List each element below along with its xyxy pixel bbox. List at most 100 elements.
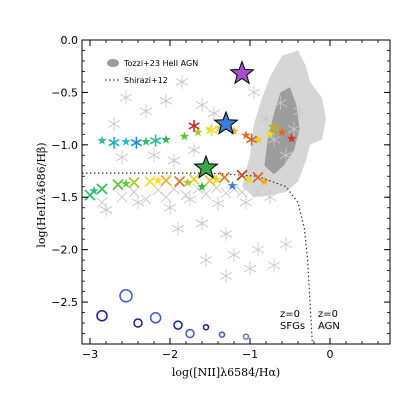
bg-gray-x <box>116 191 128 203</box>
bg-gray-x <box>140 194 152 205</box>
bg-gray-asterisk-stroke <box>147 151 161 160</box>
star-marker <box>227 180 238 190</box>
data-layer <box>82 50 326 344</box>
bg-gray-x-stroke <box>236 186 248 198</box>
bg-gray-asterisk <box>195 216 209 231</box>
bg-gray-asterisk <box>274 95 287 110</box>
x-marker-stroke <box>160 174 172 187</box>
x-marker-stroke <box>96 183 108 195</box>
annotation-agn-z: z=0 <box>318 309 338 320</box>
bg-gray-asterisk <box>107 116 121 131</box>
asterisk-marker-stroke <box>130 139 142 147</box>
star-marker <box>243 174 254 184</box>
bg-gray-asterisk <box>263 190 277 205</box>
open-circle-marker <box>218 331 226 338</box>
bg-gray-asterisk-stroke <box>119 93 133 102</box>
bg-gray-asterisk <box>211 196 225 211</box>
bg-gray-asterisk <box>187 143 201 158</box>
bg-gray-asterisk <box>159 93 173 108</box>
open-circle-marker <box>173 320 183 330</box>
bg-gray-asterisk-stroke <box>175 78 189 86</box>
bg-gray-x <box>220 187 232 199</box>
bg-gray-asterisk-stroke <box>239 198 253 207</box>
big-star-marker <box>213 110 239 135</box>
annotation-agn-label: AGN <box>318 321 340 332</box>
bg-gray-x <box>128 186 140 198</box>
bg-gray-asterisk-stroke <box>251 245 265 254</box>
y-tick-label: −1.0 <box>51 139 78 152</box>
asterisk-marker <box>108 136 120 149</box>
bg-gray-asterisk <box>139 104 153 119</box>
bg-gray-asterisk <box>247 85 261 100</box>
open-circle-marker <box>133 318 143 328</box>
bg-gray-asterisk-stroke <box>199 256 213 265</box>
star-marker <box>211 174 222 184</box>
x-marker-stroke <box>218 171 231 183</box>
y-axis-title: log(HeIIλ4686/Hβ) <box>35 142 48 247</box>
star-marker <box>182 177 193 187</box>
open-circle-marker <box>242 333 250 340</box>
bg-gray-asterisk-stroke <box>267 135 281 144</box>
x-marker <box>173 175 186 188</box>
x-tick-label: −1 <box>242 348 258 361</box>
asterisk-marker <box>246 133 258 146</box>
bg-gray-asterisk <box>279 148 293 163</box>
bg-gray-asterisk <box>119 90 133 105</box>
bg-gray-asterisk-stroke <box>293 107 306 116</box>
open-circle-marker <box>202 323 210 331</box>
bg-gray-asterisk <box>293 104 306 119</box>
open-circle-marker <box>96 309 108 322</box>
bg-gray-asterisk-stroke <box>195 101 209 109</box>
open-circle-marker <box>149 312 162 324</box>
bg-gray-x-stroke <box>180 189 192 201</box>
bg-gray-asterisk <box>175 74 189 89</box>
bg-gray-asterisk-stroke <box>219 230 233 238</box>
bg-gray-asterisk <box>131 195 145 210</box>
x-tick-label: −3 <box>82 348 98 361</box>
x-marker-stroke <box>252 171 264 183</box>
annotation-sfg-label: SFGs <box>280 321 305 332</box>
star-marker <box>286 133 297 143</box>
bg-gray-asterisk-stroke <box>219 271 233 280</box>
legend-label-tozzi: Tozzi+23 HeII AGN <box>123 59 198 68</box>
asterisk-marker-stroke <box>268 124 280 132</box>
bg-gray-asterisk-stroke <box>99 205 113 214</box>
x-marker <box>160 174 172 187</box>
bg-gray-asterisk-stroke <box>187 146 201 154</box>
bg-gray-asterisk <box>115 150 129 165</box>
bg-gray-x-stroke <box>211 182 222 194</box>
legend-label-shirazi: Shirazi+12 <box>124 76 168 85</box>
bg-gray-asterisk-stroke <box>267 261 281 270</box>
bg-gray-asterisk-stroke <box>274 99 287 107</box>
y-tick-label: −2.5 <box>51 296 78 309</box>
x-marker <box>144 175 156 188</box>
bg-gray-asterisk-stroke <box>211 199 225 208</box>
star-marker <box>97 135 107 145</box>
x-marker <box>128 176 140 189</box>
bg-gray-asterisk <box>243 261 257 276</box>
asterisk-marker-stroke <box>246 135 258 144</box>
bg-gray-x <box>200 188 212 200</box>
bg-gray-asterisk-stroke <box>287 125 301 133</box>
star-marker <box>241 130 251 140</box>
bg-gray-x-stroke <box>96 197 108 208</box>
bg-gray-asterisk-stroke <box>227 251 241 259</box>
plot-frame <box>81 39 391 345</box>
axes-layer: −3 −2 −1 0 −2.5 −2.0 −1.5 −1.0 −0.5 0.0 <box>51 34 391 361</box>
asterisk-marker <box>130 136 142 149</box>
bg-gray-x-stroke <box>152 184 164 196</box>
bg-gray-x <box>252 186 264 198</box>
bg-gray-asterisk-stroke <box>259 114 273 123</box>
bg-gray-asterisk <box>279 237 293 252</box>
star-marker <box>277 127 287 137</box>
bg-gray-x-stroke <box>200 188 212 200</box>
bg-gray-asterisk <box>219 268 233 283</box>
star-marker <box>214 123 225 133</box>
open-circle-marker <box>185 328 195 339</box>
bg-gray-x-stroke <box>220 187 232 199</box>
x-marker-stroke <box>112 179 124 191</box>
bg-gray-asterisk-stroke <box>163 203 177 212</box>
bg-gray-asterisk-stroke <box>107 119 121 128</box>
bg-gray-asterisk <box>267 132 281 147</box>
star-marker <box>193 127 203 137</box>
